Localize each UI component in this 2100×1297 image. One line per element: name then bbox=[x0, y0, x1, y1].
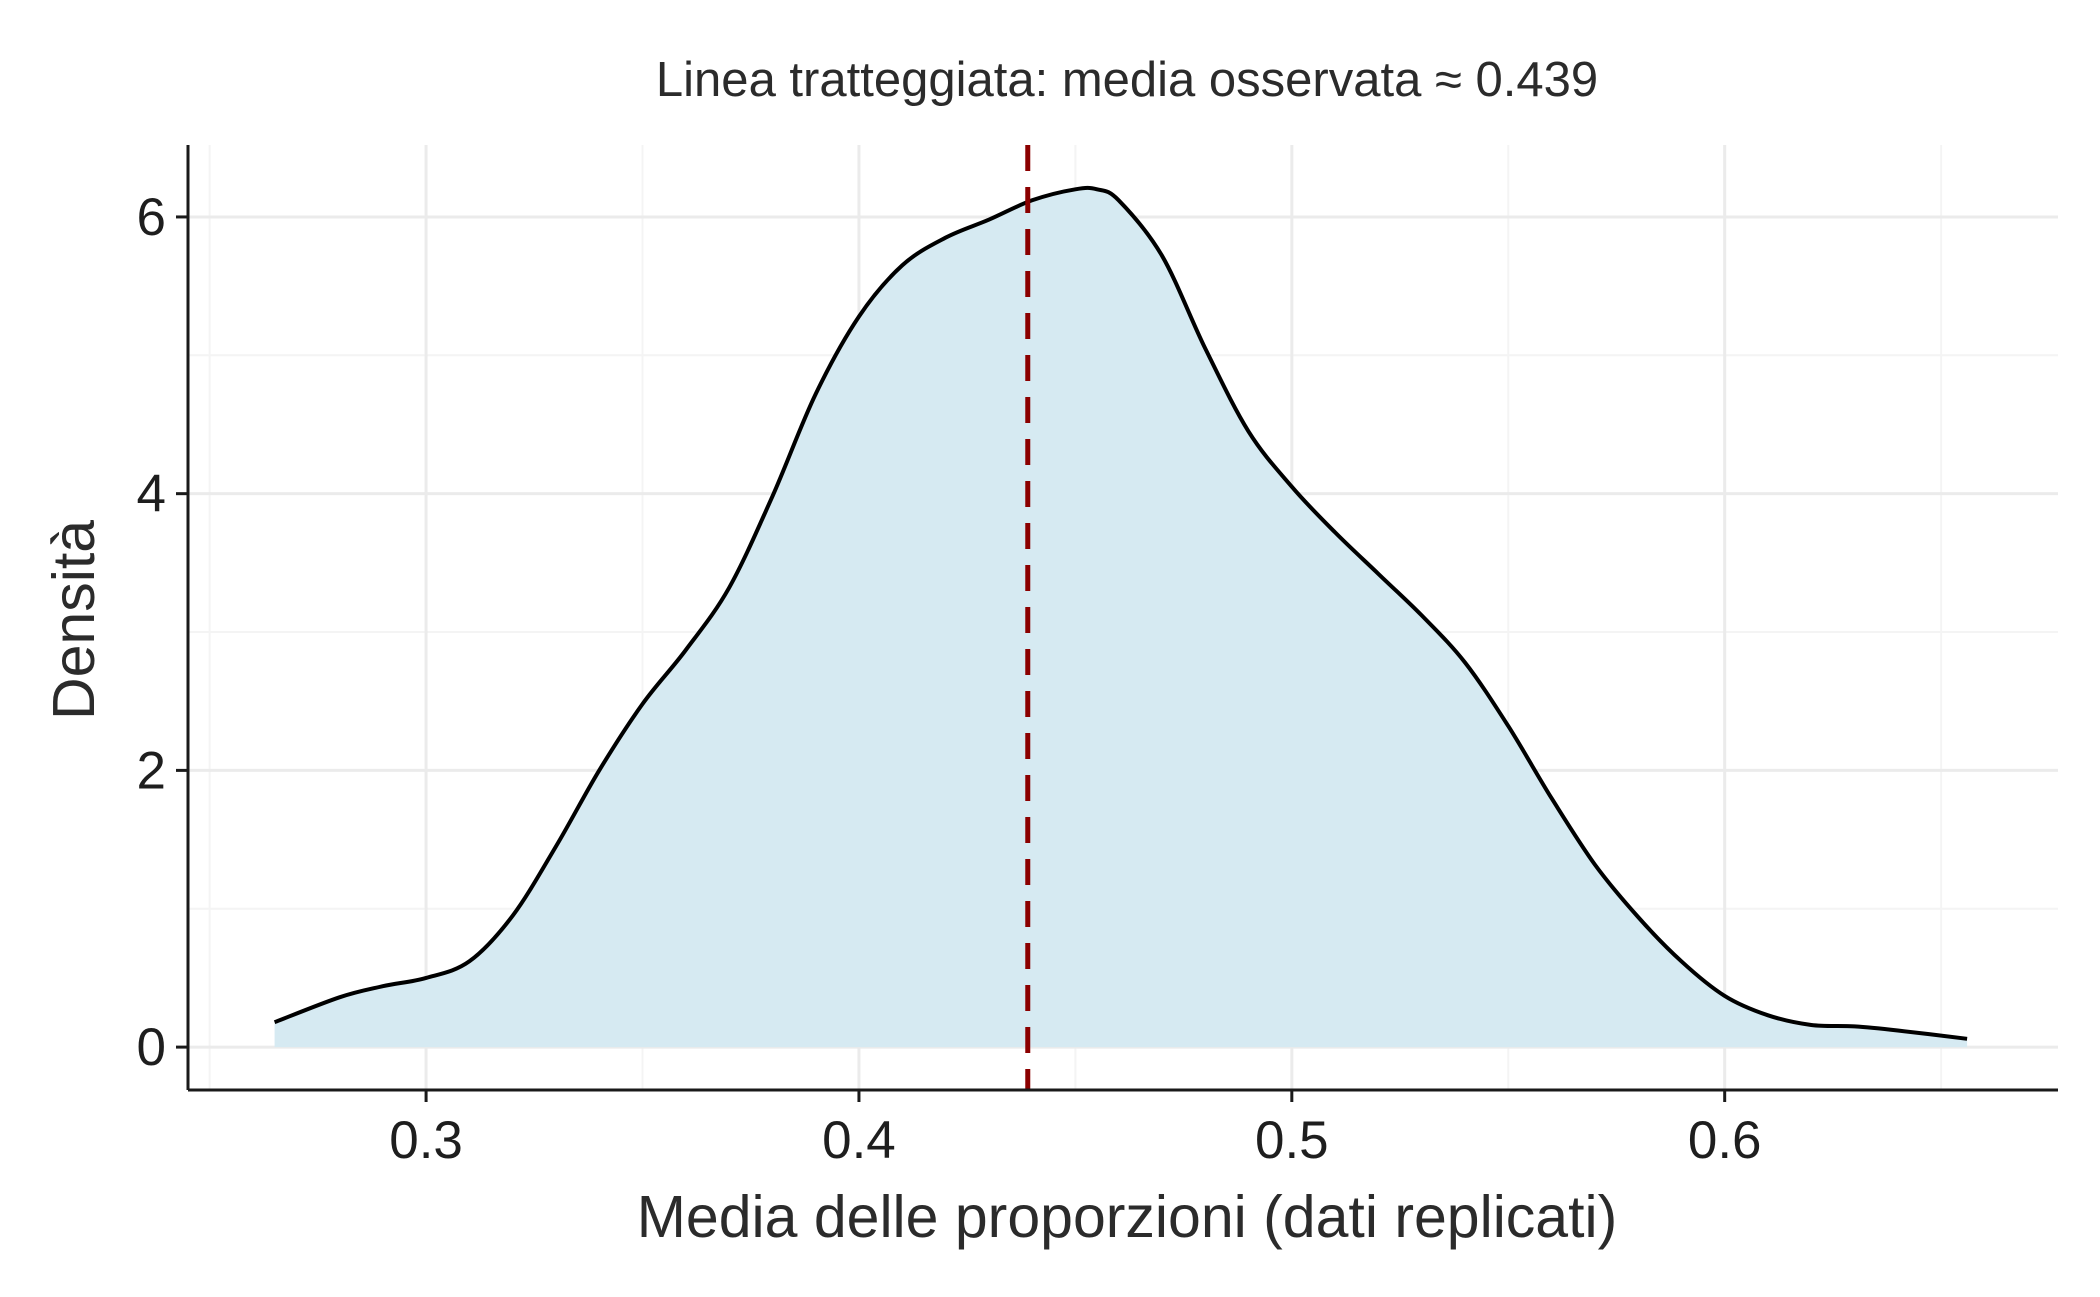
density-curve bbox=[273, 185, 1968, 1041]
x-tick-label-1: 0.4 bbox=[822, 1111, 896, 1170]
x-tick-label-0: 0.3 bbox=[389, 1111, 463, 1170]
chart-title: Linea tratteggiata: media osservata ≈ 0.… bbox=[656, 53, 1598, 107]
x-axis-ticks: 0.3 0.4 0.5 0.6 bbox=[389, 1090, 1762, 1170]
y-axis-ticks: 0 2 4 6 bbox=[137, 188, 188, 1077]
x-tick-label-2: 0.5 bbox=[1255, 1111, 1329, 1170]
y-tick-label-3: 6 bbox=[137, 188, 166, 247]
y-tick-label-1: 2 bbox=[137, 741, 166, 800]
y-tick-label-0: 0 bbox=[137, 1018, 166, 1077]
y-axis-label: Densità bbox=[41, 520, 107, 720]
y-tick-label-2: 4 bbox=[137, 465, 166, 524]
x-tick-label-3: 0.6 bbox=[1688, 1111, 1762, 1170]
x-axis-label: Media delle proporzioni (dati replicati) bbox=[637, 1184, 1618, 1250]
density-area bbox=[274, 187, 1968, 1048]
